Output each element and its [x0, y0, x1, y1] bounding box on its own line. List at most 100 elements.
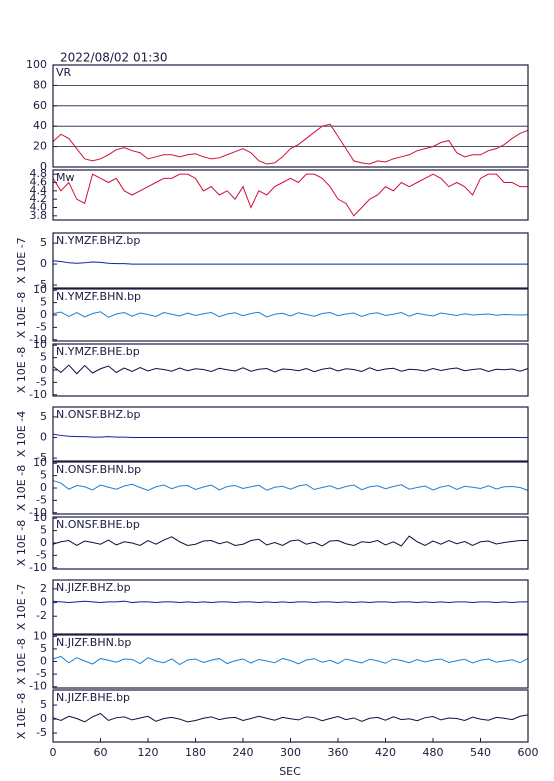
x-tick-label: 240 — [233, 746, 254, 759]
y-axis-label: X 10E -7 — [15, 584, 28, 630]
series-line — [52, 311, 529, 318]
y-tick-label: 5 — [40, 524, 47, 537]
panel-label: VR — [56, 66, 72, 79]
y-axis-label: X 10E -4 — [15, 411, 28, 457]
y-tick-label: 40 — [33, 119, 47, 132]
y-tick-label: 5 — [40, 469, 47, 482]
series-line — [52, 655, 529, 666]
y-tick-label: 0 — [40, 655, 47, 668]
y-tick-label: 5 — [40, 296, 47, 309]
y-tick-label: 5 — [40, 236, 47, 249]
x-tick-label: 180 — [185, 746, 206, 759]
y-tick-label: -10 — [29, 561, 47, 574]
y-tick-label: 5 — [40, 642, 47, 655]
y-tick-label: 10 — [33, 629, 47, 642]
y-tick-label: 2 — [40, 582, 47, 595]
y-tick-label: -5 — [36, 726, 47, 739]
panel-frame — [52, 516, 529, 570]
y-tick-label: 10 — [33, 456, 47, 469]
y-tick-label: 0 — [40, 160, 47, 173]
y-axis-label: X 10E -8 — [15, 465, 28, 511]
panel-label: Mw — [56, 171, 75, 184]
x-tick-label: 420 — [375, 746, 396, 759]
panel-label: N.JIZF.BHZ.bp — [56, 581, 131, 594]
y-axis-label: X 10E -8 — [15, 693, 28, 739]
y-tick-label: 4.4 — [30, 184, 48, 197]
x-tick-label: 360 — [328, 746, 349, 759]
series-line — [52, 123, 529, 165]
y-axis-label: X 10E -8 — [15, 520, 28, 566]
y-tick-label: 80 — [33, 78, 47, 91]
panel-frame — [52, 169, 529, 221]
y-tick-label: 5 — [40, 698, 47, 711]
y-tick-label: 20 — [33, 140, 47, 153]
y-tick-label: -5 — [36, 493, 47, 506]
y-axis-label: X 10E -7 — [15, 237, 28, 283]
y-tick-label: 5 — [40, 351, 47, 364]
y-tick-label: 4.2 — [30, 192, 48, 205]
panel-frame — [52, 461, 529, 515]
panel-label: N.ONSF.BHN.bp — [56, 463, 141, 476]
panel-frame — [52, 406, 529, 462]
y-tick-label: 4.8 — [30, 167, 48, 180]
series-line — [52, 260, 528, 265]
y-tick-label: -10 — [29, 388, 47, 401]
y-tick-label: -10 — [29, 333, 47, 346]
y-tick-label: 0 — [40, 536, 47, 549]
panel-label: N.YMZF.BHZ.bp — [56, 234, 140, 247]
x-tick-label: 0 — [50, 746, 57, 759]
y-tick-label: 10 — [33, 338, 47, 351]
y-tick-label: -5 — [36, 320, 47, 333]
y-tick-label: -5 — [36, 667, 47, 680]
panel-label: N.YMZF.BHN.bp — [56, 290, 141, 303]
y-tick-label: 4.0 — [30, 201, 48, 214]
x-tick-label: 60 — [94, 746, 108, 759]
y-tick-label: 5 — [40, 410, 47, 423]
chart-title: 2022/08/02 01:30 — [60, 51, 168, 65]
y-tick-label: -10 — [29, 506, 47, 519]
y-tick-label: -5 — [36, 375, 47, 388]
y-tick-label: 100 — [26, 58, 47, 71]
panel-label: N.YMZF.BHE.bp — [56, 345, 140, 358]
panel-label: N.ONSF.BHZ.bp — [56, 408, 140, 421]
series-line — [52, 535, 528, 547]
y-tick-label: 0 — [40, 596, 47, 609]
y-axis-label: X 10E -8 — [15, 638, 28, 684]
y-axis-label: X 10E -8 — [15, 347, 28, 393]
x-tick-label: 480 — [423, 746, 444, 759]
x-axis-label: SEC — [279, 765, 301, 778]
y-tick-label: -10 — [29, 680, 47, 693]
y-tick-label: 10 — [33, 283, 47, 296]
y-tick-label: -5 — [36, 548, 47, 561]
y-tick-label: -5 — [36, 278, 47, 291]
panel-label: N.ONSF.BHE.bp — [56, 518, 140, 531]
panel-frame — [52, 634, 529, 689]
y-tick-label: 4.6 — [30, 176, 48, 189]
y-tick-label: 10 — [33, 511, 47, 524]
panel-frame — [52, 288, 529, 342]
y-tick-label: 0 — [40, 363, 47, 376]
series-line — [52, 364, 529, 375]
y-tick-label: 60 — [33, 99, 47, 112]
y-tick-label: 0 — [40, 257, 47, 270]
x-tick-label: 540 — [470, 746, 491, 759]
panel-frame — [52, 579, 529, 635]
panel-label: N.JIZF.BHN.bp — [56, 636, 131, 649]
y-tick-label: -5 — [36, 451, 47, 464]
x-tick-label: 120 — [138, 746, 159, 759]
series-line — [52, 480, 529, 492]
panel-frame — [52, 64, 529, 168]
x-tick-label: 600 — [518, 746, 539, 759]
panel-frame — [52, 232, 529, 289]
series-line — [52, 173, 528, 217]
series-line — [52, 433, 528, 438]
y-tick-label: -2 — [36, 609, 47, 622]
y-tick-label: 3.8 — [30, 209, 48, 222]
x-tick-label: 300 — [280, 746, 301, 759]
panel-frame — [52, 343, 529, 397]
series-line — [52, 600, 528, 604]
y-axis-label: X 10E -8 — [15, 292, 28, 338]
y-tick-label: 0 — [40, 431, 47, 444]
y-tick-label: 0 — [40, 481, 47, 494]
